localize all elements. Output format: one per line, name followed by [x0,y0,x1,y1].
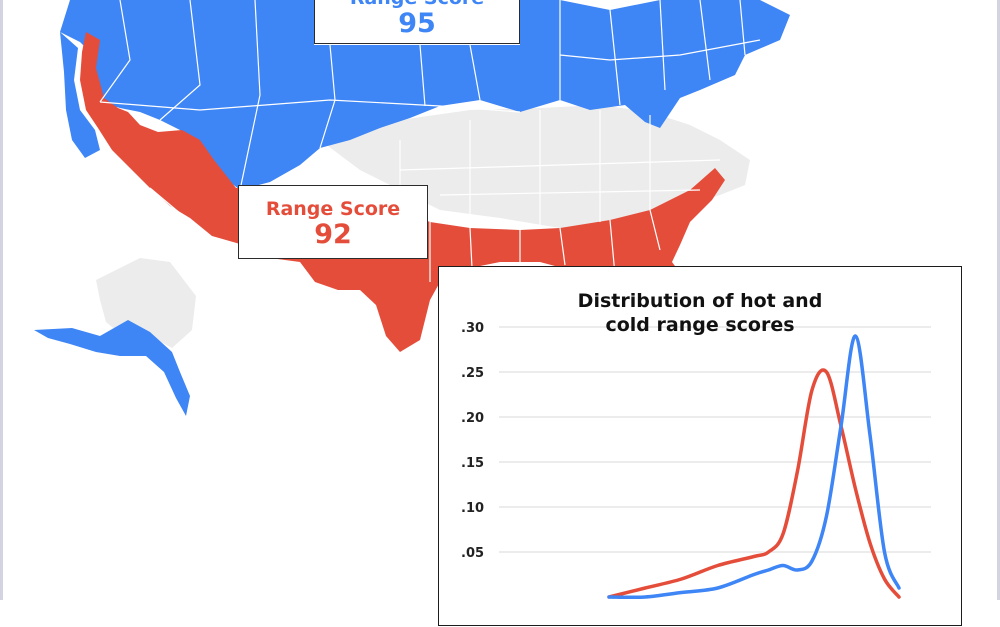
chart-title-line-2: cold range scores [605,314,795,336]
map-region-alaska-cold [34,320,190,416]
y-tick-label: .25 [461,366,484,381]
distribution-chart-panel: .05 .10 .15 .20 .25 .30 Distribution of hot a… [438,266,962,626]
map-region-cold [60,0,790,190]
y-tick-label: .10 [461,501,484,516]
y-tick-label: .20 [461,411,484,426]
cold-series-line [607,334,901,600]
chart-title: Distribution of hot and cold range score… [439,289,961,337]
frame-left [0,0,3,600]
y-tick-label: .30 [461,321,484,336]
chart-title-line-1: Distribution of hot and [577,290,823,312]
frame-right [997,0,1000,600]
y-tick-label: .15 [461,456,484,471]
hot-score-label: Range Score [265,198,401,220]
cold-range-score-callout: Range Score 95 [314,0,520,44]
y-tick-label: .05 [461,546,484,561]
hot-series-line [607,368,901,599]
map-region-cold-coast [60,32,100,158]
distribution-chart: .05 .10 .15 .20 .25 .30 [461,321,931,600]
hot-score-value: 92 [314,219,352,250]
hot-range-score-callout: Range Score 92 [238,185,428,259]
cold-score-value: 95 [398,8,436,39]
cold-score-label: Range Score [315,0,519,9]
state-border-lines [99,0,761,282]
